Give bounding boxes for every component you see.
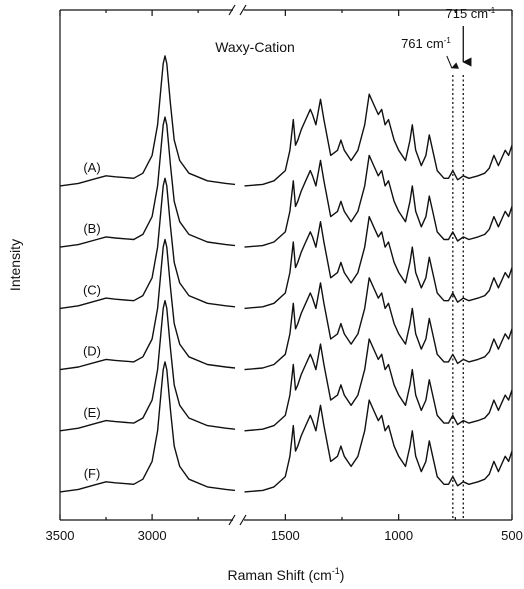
annotation-label: 761 cm-1	[401, 36, 451, 51]
spectrum-line	[244, 399, 513, 493]
x-axis-label-sup: -1	[332, 566, 340, 576]
series-label: (C)	[83, 282, 101, 297]
axis-break	[239, 514, 247, 526]
spectrum-line	[244, 154, 513, 248]
spectrum-line	[59, 55, 236, 187]
x-tick-label: 1500	[271, 528, 300, 543]
spectrum-line	[59, 238, 236, 371]
annotation-sup: -1	[488, 6, 496, 15]
spectrum-line	[244, 215, 513, 310]
spectrum-line	[59, 361, 236, 493]
x-axis-label-close: )	[340, 567, 345, 583]
series-label: (D)	[83, 344, 101, 359]
axis-break	[228, 4, 236, 16]
annotation-text: 715 cm	[446, 6, 489, 21]
x-tick-label: 500	[501, 528, 523, 543]
spectrum-line	[59, 177, 236, 310]
spectrum-line	[59, 116, 236, 248]
x-tick-label: 3500	[46, 528, 75, 543]
annotation-text: 761 cm	[401, 36, 444, 51]
axis-break	[228, 514, 236, 526]
series-label: (F)	[84, 466, 101, 481]
series-label: (E)	[83, 405, 100, 420]
chart-title: Waxy-Cation	[215, 39, 295, 55]
axis-break	[239, 4, 247, 16]
x-axis-label: Raman Shift (cm-1)	[228, 566, 345, 583]
x-axis-label-text: Raman Shift (cm	[228, 567, 332, 583]
spectrum-line	[244, 93, 513, 187]
x-tick-label: 3000	[138, 528, 167, 543]
spectrum-line	[244, 338, 513, 432]
spectrum-line	[59, 300, 236, 432]
spectrum-line	[244, 277, 513, 371]
annotation-arrow	[446, 55, 460, 69]
annotation-label: 715 cm-1	[446, 6, 496, 21]
series-label: (B)	[83, 221, 100, 236]
y-axis-label: Intensity	[7, 239, 23, 291]
series-label: (A)	[83, 160, 100, 175]
x-tick-label: 1000	[384, 528, 413, 543]
annotation-sup: -1	[444, 36, 452, 45]
